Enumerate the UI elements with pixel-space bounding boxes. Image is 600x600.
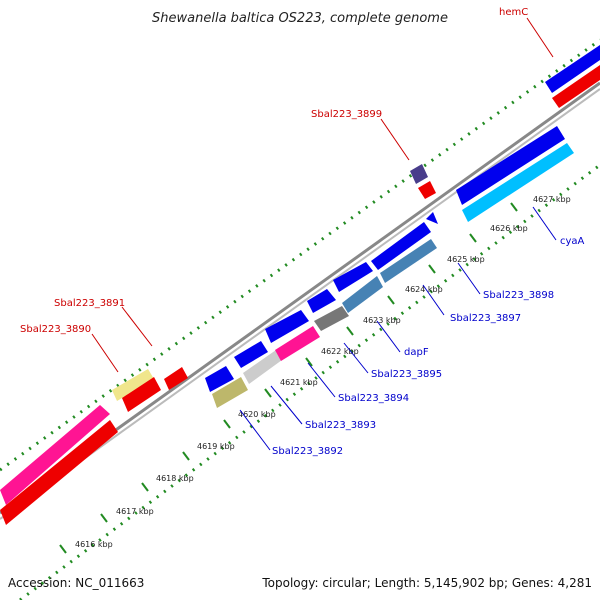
- map-title: Shewanella baltica OS223, complete genom…: [152, 11, 448, 26]
- leader-line: [526, 17, 554, 58]
- gene-label-sbal223-3891: Sbal223_3891: [54, 298, 125, 309]
- gene-red-arrow: [418, 181, 436, 199]
- leader-line: [457, 262, 481, 295]
- kbp-label: 4622 kbp: [321, 347, 359, 356]
- tick-row-inner: [19, 163, 600, 600]
- gene-label-hemc: hemC: [499, 7, 528, 18]
- kbp-tick: [264, 388, 272, 398]
- gene-labels: hemC Sbal223_3899 Sbal223_3891 Sbal223_3…: [20, 7, 585, 457]
- gene-steelblue-arrow: [380, 239, 437, 283]
- kbp-label: 4616 kbp: [75, 540, 113, 549]
- gene-pink-arrow: [275, 326, 320, 361]
- leader-line: [532, 206, 557, 241]
- kbp-tick: [387, 295, 395, 305]
- gene-red-arrow: [122, 377, 161, 412]
- gene-sbal223-3893-arrow: [234, 341, 268, 368]
- kbp-tick: [141, 482, 149, 492]
- gene-sbal223-3892-arrow: [205, 366, 234, 392]
- gene-red-arrow: [0, 420, 118, 525]
- gene-label-sbal223-3895: Sbal223_3895: [371, 369, 442, 380]
- leader-lines: [91, 17, 557, 451]
- leader-line: [380, 118, 410, 161]
- gene-label-sbal223-3890: Sbal223_3890: [20, 324, 91, 335]
- gene-sbal223-3894-arrow: [265, 310, 309, 343]
- gene-grey-arrow: [243, 350, 282, 384]
- gene-features: [0, 45, 600, 525]
- leader-line: [343, 342, 369, 374]
- tick-rows: [0, 38, 600, 600]
- gene-sbal223-3891-arrow: [112, 369, 154, 401]
- gene-label-sbal223-3897: Sbal223_3897: [450, 313, 521, 324]
- kbp-tick: [510, 202, 518, 212]
- gene-label-sbal223-3892: Sbal223_3892: [272, 446, 343, 457]
- gene-hemc-arrow: [545, 45, 600, 93]
- kbp-label: 4625 kbp: [447, 255, 485, 264]
- gene-red-arrow: [552, 65, 600, 108]
- kbp-label: 4619 kbp: [197, 442, 235, 451]
- kbp-label: 4618 kbp: [156, 474, 194, 483]
- gene-label-sbal223-3899: Sbal223_3899: [311, 109, 382, 120]
- kbp-tick: [469, 233, 477, 243]
- gene-label-sbal223-3898: Sbal223_3898: [483, 290, 554, 301]
- gene-sbal223-3897-arrow: [371, 222, 431, 270]
- leader-line: [376, 320, 401, 353]
- kbp-tick: [346, 326, 354, 336]
- gene-label-sbal223-3894: Sbal223_3894: [338, 393, 409, 404]
- kbp-tick: [59, 544, 67, 554]
- kbp-label: 4620 kbp: [238, 410, 276, 419]
- kbp-label: 4621 kbp: [280, 378, 318, 387]
- kbp-label: 4627 kbp: [533, 195, 571, 204]
- gene-label-dapf: dapF: [404, 347, 429, 358]
- gene-label-cyaa: cyaA: [560, 236, 585, 247]
- kbp-label: 4623 kbp: [363, 316, 401, 325]
- kbp-label: 4626 kbp: [490, 224, 528, 233]
- gene-label-sbal223-3893: Sbal223_3893: [305, 420, 376, 431]
- kbp-tick: [100, 513, 108, 523]
- gene-sbal223-3895-arrow: [307, 289, 336, 313]
- leader-line: [239, 409, 271, 451]
- kbp-tick: [428, 264, 436, 274]
- kbp-label: 4624 kbp: [405, 285, 443, 294]
- leader-line: [270, 385, 303, 425]
- gene-sbal223-3890-arrow: [0, 405, 110, 505]
- kbp-tick: [305, 357, 313, 367]
- leader-line: [91, 333, 119, 373]
- gene-steelblue-arrow: [342, 276, 383, 313]
- leader-line: [307, 362, 336, 398]
- kbp-major-ticks: [59, 202, 518, 554]
- leader-line: [422, 284, 445, 316]
- gene-sbal223-3899-arrow: [410, 164, 428, 184]
- gene-cyaa-arrow: [456, 126, 565, 205]
- kbp-tick: [182, 451, 190, 461]
- leader-line: [121, 306, 153, 347]
- tick-row-outer: [0, 38, 600, 472]
- gene-skyblue-arrow: [462, 143, 574, 222]
- gene-red-arrow: [164, 367, 188, 390]
- kbp-label: 4617 kbp: [116, 507, 154, 516]
- kbp-labels: 4616 kbp 4617 kbp 4618 kbp 4619 kbp 4620…: [75, 195, 571, 549]
- accession-text: Accession: NC_011663: [8, 576, 144, 590]
- backbone-line: [0, 88, 600, 520]
- gene-darkgrey-arrow: [314, 306, 349, 331]
- genome-summary-text: Topology: circular; Length: 5,145,902 bp…: [261, 576, 592, 590]
- kbp-tick: [223, 419, 231, 429]
- gene-sbal223-3898-arrow: [426, 212, 438, 224]
- gene-olive-arrow: [212, 377, 248, 408]
- gene-dapf-arrow: [333, 262, 373, 292]
